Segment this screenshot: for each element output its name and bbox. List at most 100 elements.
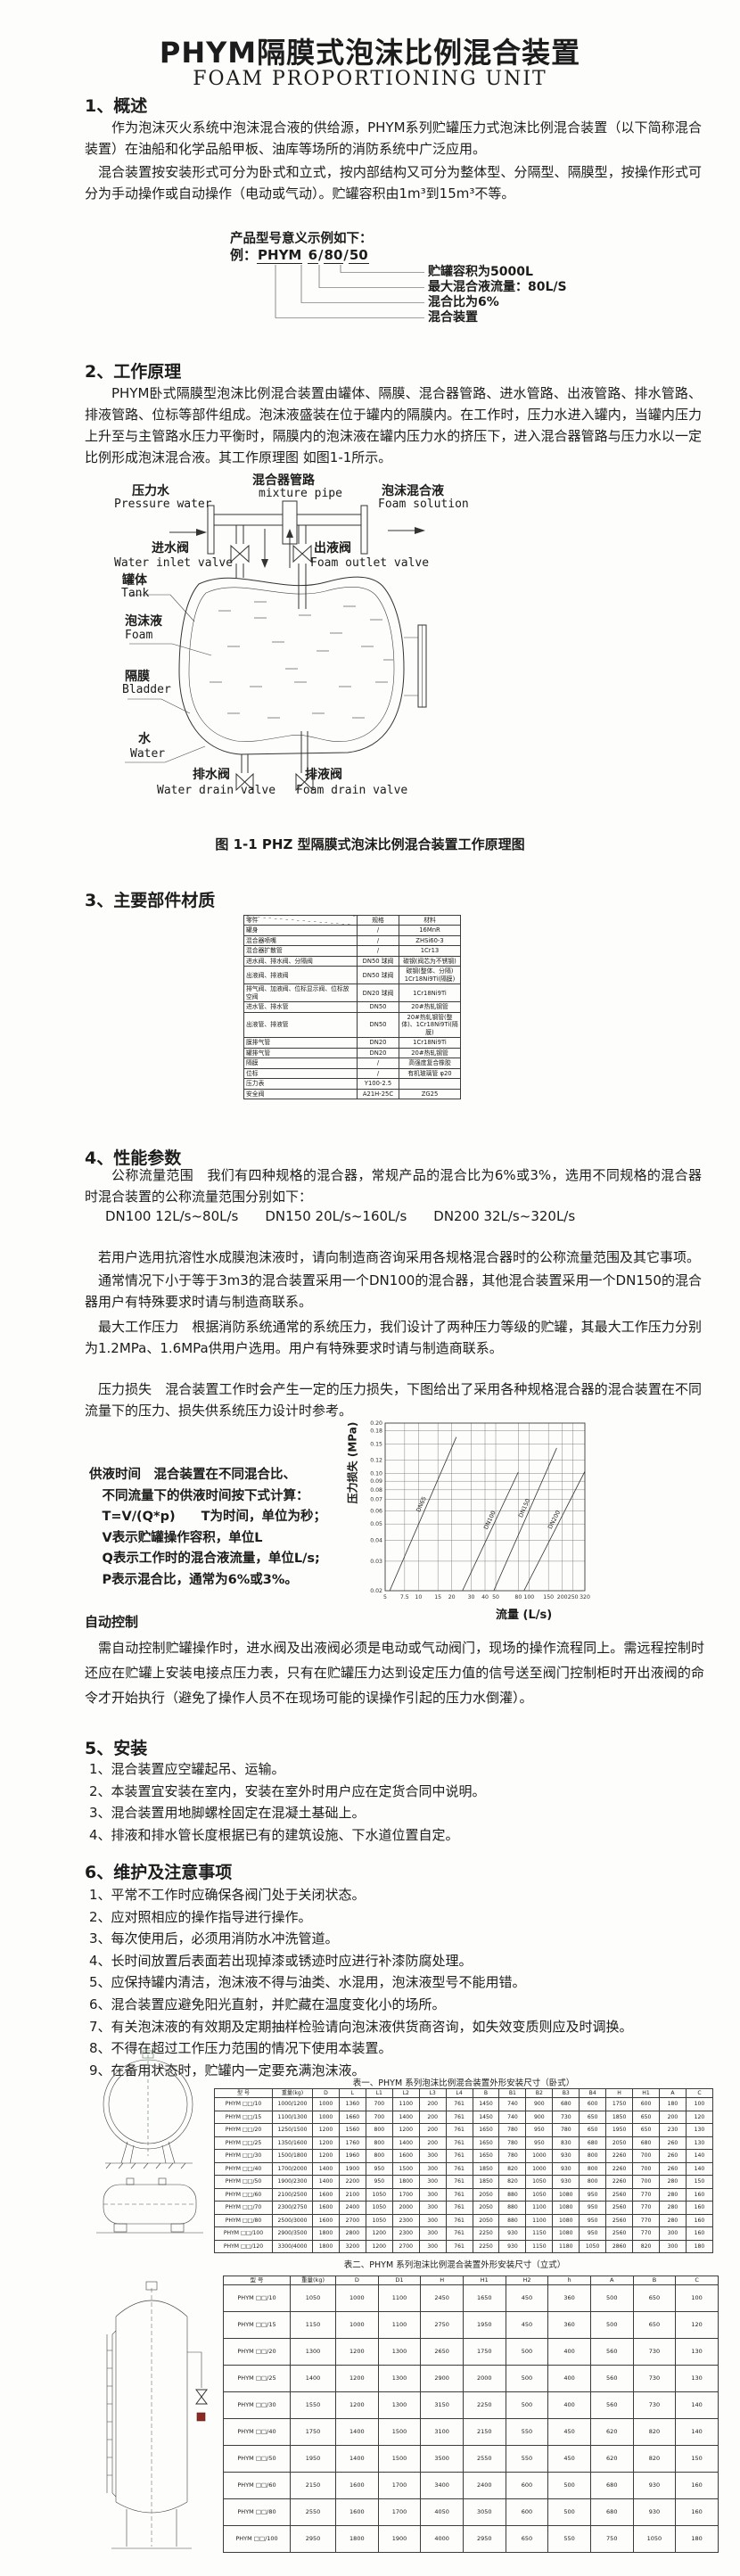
table-cell: 740 [498,2097,527,2111]
svg-text:50: 50 [492,1594,499,1601]
table-row: 压力表 Y100-2.5 [243,1078,461,1090]
table-row: PHYM □□/70 2300/2750 1600 2400 1050 2000 300 76… [214,2201,714,2215]
table-cell: 1050 [525,2187,554,2202]
table-cell: / [357,925,399,936]
table-cell: 930 [632,2498,677,2527]
table-cell: 1350/1600 [272,2136,313,2150]
table-cell: 1300 [377,2338,422,2366]
table-cell: 1900 [377,2525,422,2554]
table-cell: 2300/2750 [272,2201,313,2215]
table-row: PHYM □□/10 1000/1200 1000 1360 700 1100 200 761… [214,2097,714,2111]
table-cell: 160 [685,2213,714,2227]
table-cell: 1200 [312,2136,340,2150]
header-row: 型 号重量(kg) D L L1 L2 L3 L4 B B1 B2 B3 B4 H H1 A C [214,2088,714,2098]
table-row: PHYM □□/25 1350/1600 1200 1760 800 1400 200 761… [214,2136,714,2150]
table-cell: 160 [685,2201,714,2215]
table-cell: 180 [675,2525,719,2554]
table-cell: 1960 [338,2149,366,2163]
maintenance-item: 7、有关泡沫液的有效期及定期抽样检验请向泡沫液供货商咨询，如失效变质则应及时调换… [89,2018,633,2035]
table-cell: 2050 [605,2136,634,2150]
table-cell: 600 [632,2097,660,2111]
table-cell: DN20 球阀 [357,983,399,1003]
section-6-heading: 6、维护及注意事项 [85,1863,233,1882]
column-header: D1 [377,2275,422,2286]
table-cell: 930 [498,2226,527,2241]
model-example-prefix: 例： [230,247,258,263]
table-cell: 650 [632,2284,677,2313]
table-cell: 730 [552,2110,580,2124]
table-cell: 780 [498,2136,527,2150]
table-cell: 450 [505,2311,549,2340]
flow-range-paragraph: 公称流量范围 我们有四种规格的混合器，常规产品的混合比为6%或3%，选用不同规格… [85,1167,702,1205]
table-cell: 3050 [462,2498,506,2527]
table-cell: 1250/1500 [272,2123,313,2137]
column-header: 型 号 [214,2088,273,2098]
column-header: D [312,2088,340,2098]
series-label: DN100 [482,1510,497,1531]
maintenance-item: 6、混合装置应避免阳光直射，并贮藏在温度变化小的场所。 [89,1996,446,2012]
install-item: 2、本装置宜安装在室内，安装在室外时用户应在定货合同中说明。 [89,1782,486,1799]
table-cell: 880 [498,2201,527,2215]
supply-time-line: T=V/(Q*p) T为时间，单位为秒； [89,1510,326,1524]
table-cell: 400 [547,2365,591,2393]
table-cell: 1100 [525,2213,554,2227]
table-cell: PHYM □□/120 [214,2239,273,2253]
auto-control-paragraph: 需自动控制贮罐操作时，进水阀及出液阀必须是电动或气动阀门，现场的操作流程同上。需… [85,1640,704,1706]
supply-time-line: P表示混合比，通常为6%或3%。 [89,1572,298,1587]
column-header: H [605,2088,634,2098]
table-cell: 2300 [391,2226,420,2241]
table-cell: 2200 [338,2175,366,2189]
table-cell: 140 [675,2391,719,2420]
table-cell: 150 [685,2175,714,2189]
working-principle-schematic [125,500,427,792]
table-cell: 2450 [420,2284,464,2313]
table-cell: 780 [552,2123,580,2137]
model-callout: 贮罐容积为5000L [428,265,533,279]
table-row: PHYM □□/15 1100/1300 1000 1660 700 1400 200 761… [214,2110,714,2124]
table-cell: 761 [445,2239,473,2253]
table-cell: 1200 [335,2391,379,2420]
table-cell: 罐排气管 [243,1047,358,1059]
table-cell: 500 [505,2391,549,2420]
table-cell: 1Cr13 [399,945,461,957]
svg-text:80: 80 [514,1594,522,1601]
table-cell: 1500 [391,2161,420,2176]
label-water-cn: 水 [138,732,151,746]
table-cell: 280 [658,2201,687,2215]
table-cell: 950 [579,2213,607,2227]
table-cell: 1100 [391,2097,420,2111]
table-cell: 300 [418,2213,447,2227]
table-cell: 300 [418,2149,447,2163]
table-cell: 20#热轧钢管 [399,1047,461,1059]
table-cell: 180 [685,2239,714,2253]
install-item: 3、混合装置用地脚螺栓固定在混凝土基础上。 [89,1805,366,1822]
table-cell: 碳钢(整体、分隔) 1Cr18Ni9Ti(隔膜) [399,966,461,985]
table-cell: / [357,1058,399,1069]
table-cell: 1100 [377,2284,422,2313]
table-cell: 1850 [472,2175,500,2189]
table-cell: 770 [632,2201,660,2215]
column-header: H1 [632,2088,660,2098]
table-cell: 1050 [290,2284,336,2313]
table-cell: 1080 [552,2226,580,2241]
table-cell: 1400 [335,2418,379,2447]
table-cell: 高强度复合橡胶 [399,1058,461,1069]
table-cell: 1080 [552,2201,580,2215]
table-cell: 680 [589,2472,634,2500]
table-cell: 1000 [312,2110,340,2124]
table-row: PHYM □□/60 2100/2500 1600 2100 1050 1700 300 76… [214,2187,714,2202]
table-cell: 4000 [420,2525,464,2554]
table-cell: 950 [365,2161,393,2176]
pressure-loss-chart: 5 7.5 10 15 20 30 40 50 80 100 150 200 250 320 0.02 0.0… [370,1420,590,1601]
column-header: C [685,2088,714,2098]
table-cell: 260 [658,2161,687,2176]
table-cell: DN20 [357,1047,399,1059]
table-cell: 300 [418,2187,447,2202]
table-cell: 1800 [312,2239,340,2253]
table-cell: 160 [685,2226,714,2241]
svg-text:0.05: 0.05 [370,1521,382,1527]
table-cell: 680 [632,2136,660,2150]
table-cell: 650 [632,2311,677,2340]
chart-x-axis-label: 流量 (L/s) [496,1609,553,1622]
table-cell: 1450 [472,2097,500,2111]
